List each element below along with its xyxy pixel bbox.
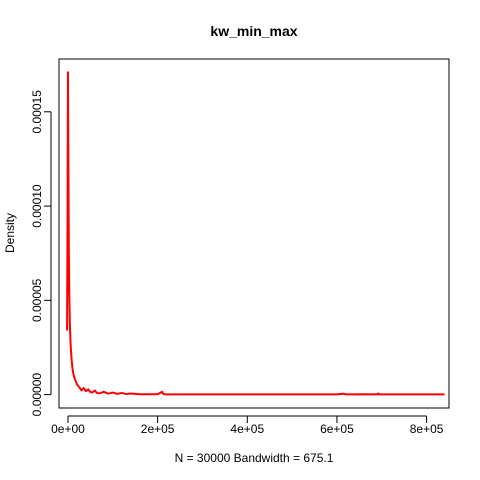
y-tick-label: 0.00015	[30, 90, 44, 134]
x-tick-label: 4e+05	[230, 422, 264, 436]
y-tick-label: 0.00005	[30, 278, 44, 322]
x-tick-label: 0e+00	[51, 422, 85, 436]
series-layer	[66, 71, 445, 396]
x-tick-label: 6e+05	[320, 422, 354, 436]
density-line	[66, 71, 445, 396]
x-tick-label: 8e+05	[410, 422, 444, 436]
x-axis: 0e+00 2e+05 4e+05 6e+05 8e+05	[51, 415, 444, 436]
plot-frame	[58, 58, 450, 409]
x-tick-label: 2e+05	[141, 422, 175, 436]
chart-title: kw_min_max	[210, 23, 297, 39]
y-axis: 0.00000 0.00005 0.00010 0.00015	[30, 90, 52, 417]
y-tick-label: 0.00010	[30, 184, 44, 228]
y-axis-label: Density	[3, 213, 17, 253]
y-tick-label: 0.00000	[30, 373, 44, 417]
x-axis-label: N = 30000 Bandwidth = 675.1	[175, 451, 334, 465]
